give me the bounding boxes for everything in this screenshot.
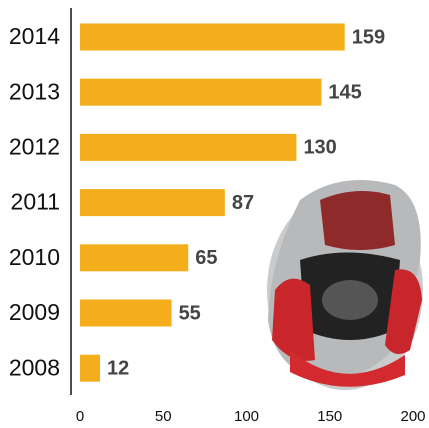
value-label: 55 <box>179 302 201 324</box>
bar <box>80 244 189 272</box>
bar <box>80 78 322 106</box>
bar <box>80 299 172 327</box>
value-label: 87 <box>232 192 254 214</box>
value-label: 145 <box>328 81 361 103</box>
y-tick-label: 2012 <box>9 133 60 159</box>
value-label: 159 <box>352 26 385 48</box>
x-tick-label: 200 <box>400 408 425 425</box>
bar <box>80 23 345 51</box>
bar <box>80 189 225 217</box>
y-tick-label: 2013 <box>9 78 60 104</box>
y-tick-label: 2008 <box>9 354 60 380</box>
x-tick-label: 0 <box>76 408 84 425</box>
value-label: 65 <box>195 247 217 269</box>
x-tick-label: 100 <box>234 408 259 425</box>
x-tick-label: 150 <box>317 408 342 425</box>
bar <box>80 133 297 161</box>
y-tick-label: 2009 <box>9 299 60 325</box>
y-tick-label: 2014 <box>9 23 60 49</box>
y-tick-label: 2010 <box>9 244 60 270</box>
bar <box>80 354 100 382</box>
y-tick-label: 2011 <box>11 189 60 215</box>
value-label: 12 <box>107 357 129 379</box>
x-tick-label: 50 <box>155 408 172 425</box>
value-label: 130 <box>303 137 336 159</box>
car-seat-illustration <box>267 180 423 390</box>
